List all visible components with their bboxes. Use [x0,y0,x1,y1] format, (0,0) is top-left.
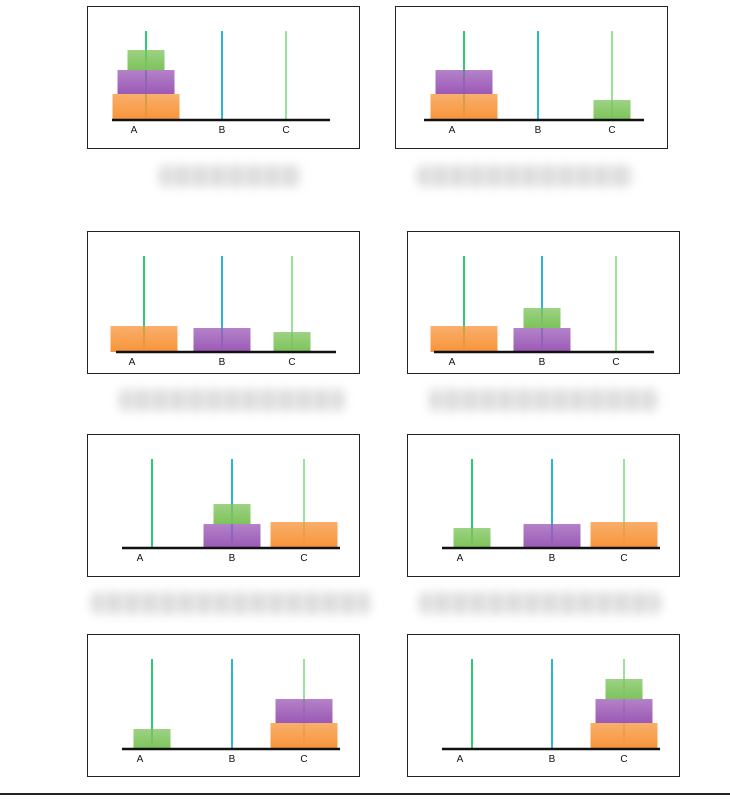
peg-label-c: C [282,125,289,136]
disk-large [112,94,180,120]
peg-label-a: A [449,125,456,136]
peg-label-a: A [129,357,136,368]
disk-small [453,528,491,548]
disk-large [430,94,498,120]
disk-large [430,326,498,352]
disk-large [270,522,338,548]
caption-blur-6 [420,592,660,614]
disk-large [590,522,658,548]
disk-medium [513,328,571,352]
disk-small [213,504,251,524]
peg-label-c: C [620,754,627,765]
peg-label-c: C [300,754,307,765]
peg-label-a: A [449,357,456,368]
panel-1: A B C [87,6,360,149]
disk-medium [193,328,251,352]
caption-blur-1 [160,165,300,187]
peg-label-a: A [131,125,138,136]
peg-label-b: B [219,125,226,136]
peg-label-b: B [549,754,556,765]
caption-blur-3 [120,389,345,411]
disk-small [127,50,165,70]
peg-label-c: C [300,553,307,564]
panel-3: A B C [87,231,360,374]
panel-2: A B C [395,6,668,149]
disk-medium [595,699,653,723]
peg-label-a: A [457,553,464,564]
caption-blur-4 [430,389,658,411]
disk-large [270,723,338,749]
peg-label-b: B [535,125,542,136]
peg-label-b: B [549,553,556,564]
caption-blur-2 [418,165,633,187]
disk-medium [275,699,333,723]
hanoi-diagram: A B C [110,256,336,368]
peg-label-b: B [539,357,546,368]
peg-label-c: C [620,553,627,564]
peg-label-c: C [608,125,615,136]
caption-blur-5 [92,592,370,614]
peg-label-b: B [229,553,236,564]
disk-medium [117,70,175,94]
hanoi-diagram: A B C [122,659,340,765]
peg-label-a: A [137,754,144,765]
panel-6: A B C [407,434,680,577]
disk-small [523,308,561,328]
hanoi-diagram: A B C [112,31,330,136]
panel-7: A B C [87,634,360,777]
hanoi-diagram: A B C [442,459,660,564]
hanoi-diagram: A B C [430,256,654,368]
peg-label-c: C [288,357,295,368]
hanoi-diagram: A B C [442,659,660,765]
peg-label-b: B [229,754,236,765]
hanoi-diagram: A B C [122,459,340,564]
peg-label-a: A [457,754,464,765]
disk-medium [523,524,581,548]
hanoi-diagram: A B C [424,31,644,136]
disk-medium [203,524,261,548]
disk-small [605,679,643,699]
peg-label-a: A [137,553,144,564]
panel-8: A B C [407,634,680,777]
panel-5: A B C [87,434,360,577]
disk-large [590,723,658,749]
disk-medium [435,70,493,94]
peg-label-b: B [219,357,226,368]
peg-label-c: C [612,357,619,368]
disk-small [273,332,311,352]
disk-small [133,729,171,749]
disk-small [593,100,631,120]
page-footer-rule [0,793,730,795]
disk-large [110,326,178,352]
panel-4: A B C [407,231,680,374]
